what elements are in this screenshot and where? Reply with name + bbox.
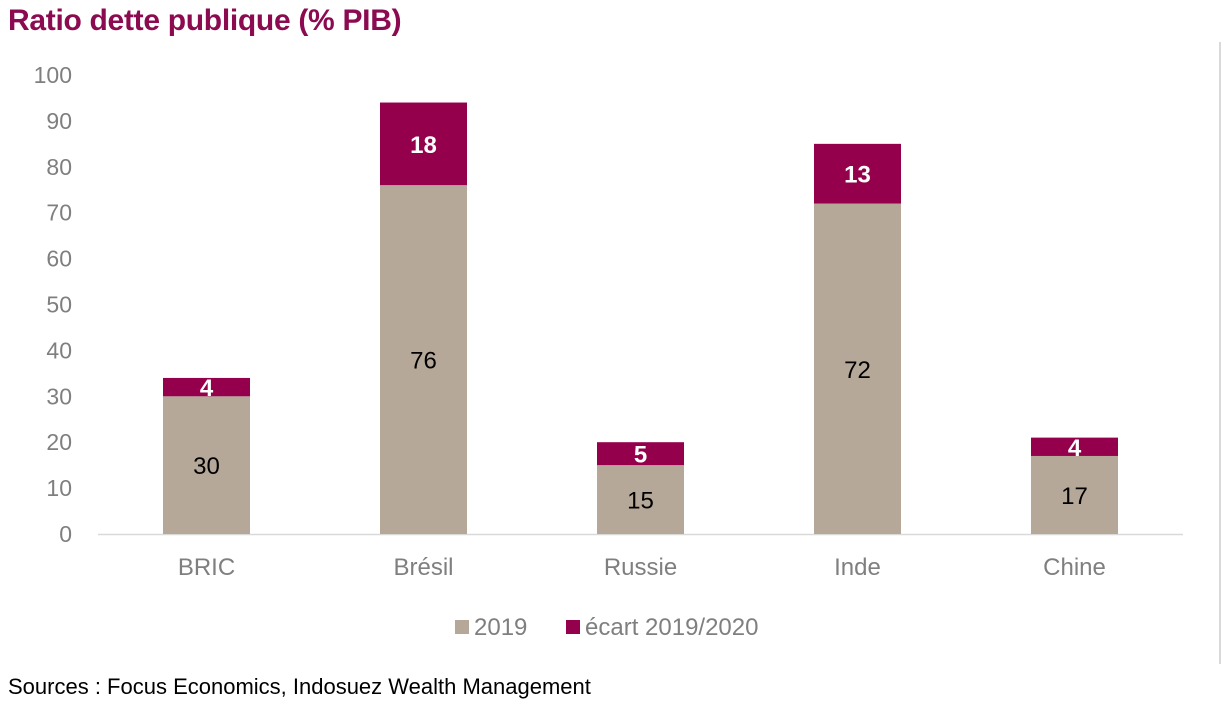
- x-category-label: Chine: [1043, 554, 1106, 581]
- y-tick-label: 40: [46, 337, 72, 363]
- bar-ecart: [380, 102, 467, 186]
- data-label-ecart: 4: [200, 375, 214, 402]
- bar-2019: [597, 465, 684, 534]
- bar-ecart: [163, 377, 250, 397]
- y-tick-label: 100: [34, 62, 72, 88]
- y-tick-label: 90: [46, 108, 72, 134]
- bar-2019: [380, 185, 467, 534]
- x-category-label: Russie: [604, 554, 677, 581]
- legend-swatch-2019: [455, 620, 469, 634]
- chart-title: Ratio dette publique (% PIB): [8, 4, 402, 37]
- data-label-ecart: 5: [634, 442, 647, 469]
- bar-ecart: [597, 442, 684, 466]
- data-label-2019: 30: [193, 453, 220, 480]
- x-category-label: Inde: [834, 554, 881, 581]
- legend-swatch-ecart: [566, 620, 580, 634]
- frame-divider: [1219, 42, 1221, 664]
- source-note: Sources : Focus Economics, Indosuez Weal…: [8, 674, 591, 699]
- y-tick-label: 20: [46, 429, 72, 455]
- data-label-ecart: 13: [844, 162, 871, 189]
- legend-label-ecart: écart 2019/2020: [585, 614, 758, 641]
- x-category-label: BRIC: [178, 554, 235, 581]
- data-label-ecart: 18: [410, 132, 437, 159]
- bar-ecart: [814, 143, 901, 204]
- y-tick-label: 60: [46, 246, 72, 272]
- bar-2019: [1031, 455, 1118, 534]
- bar-2019: [814, 203, 901, 534]
- data-label-ecart: 4: [1068, 435, 1082, 462]
- data-label-2019: 76: [410, 348, 437, 375]
- data-label-2019: 17: [1061, 483, 1088, 510]
- bar-2019: [163, 396, 250, 534]
- legend-label-2019: 2019: [474, 614, 527, 641]
- y-tick-label: 50: [46, 292, 72, 318]
- data-label-2019: 15: [627, 488, 654, 515]
- data-label-2019: 72: [844, 357, 871, 384]
- y-tick-label: 10: [46, 475, 72, 501]
- x-category-label: Brésil: [393, 554, 453, 581]
- y-tick-label: 30: [46, 383, 72, 409]
- y-tick-label: 80: [46, 154, 72, 180]
- y-tick-label: 70: [46, 200, 72, 226]
- y-tick-label: 0: [59, 521, 72, 547]
- bar-ecart: [1031, 437, 1118, 456]
